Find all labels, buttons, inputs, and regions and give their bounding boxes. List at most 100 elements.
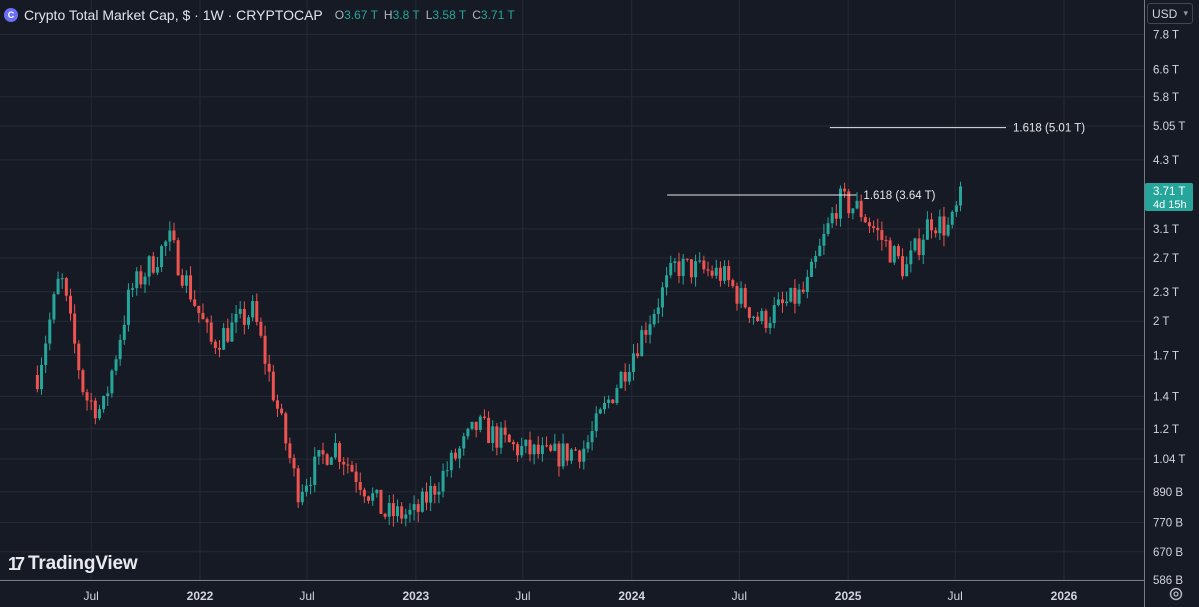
candle-body xyxy=(694,261,698,278)
last-price-value: 3.71 T xyxy=(1153,186,1185,198)
x-tick-label: Jul xyxy=(299,589,314,603)
candle-body xyxy=(346,464,350,466)
candle-body xyxy=(110,370,114,394)
candle-body xyxy=(147,256,151,277)
candle-body xyxy=(743,288,747,308)
candle-body xyxy=(242,308,246,325)
candle-body xyxy=(619,371,623,389)
candle-body xyxy=(275,400,279,409)
candle-body xyxy=(698,260,702,262)
candle-body xyxy=(383,513,387,517)
candle-body xyxy=(739,288,743,304)
candle-body xyxy=(424,491,428,503)
candle-body xyxy=(487,417,491,444)
candle-body xyxy=(441,470,445,492)
x-tick-label: Jul xyxy=(948,589,963,603)
candle-body xyxy=(673,261,677,263)
x-tick-label: Jul xyxy=(515,589,530,603)
candle-body xyxy=(909,250,913,265)
fibonacci-levels: 1.618 (3.64 T) 1.618 (5.01 T) xyxy=(667,123,1085,202)
candle-body xyxy=(238,308,242,314)
candle-body xyxy=(768,323,772,329)
candle-body xyxy=(118,339,122,360)
candle-body xyxy=(164,241,168,247)
candle-body xyxy=(660,287,664,308)
candle-body xyxy=(350,465,354,472)
candle-body xyxy=(851,208,855,214)
candle-body xyxy=(553,443,557,451)
candle-body xyxy=(466,428,470,437)
candle-body xyxy=(458,448,462,459)
y-tick-label: 586 B xyxy=(1153,575,1183,587)
candle-body xyxy=(528,439,532,455)
candle-body xyxy=(565,443,569,461)
candle-body xyxy=(342,461,346,465)
candle-body xyxy=(222,328,226,350)
candle-body xyxy=(296,468,300,503)
candle-body xyxy=(93,400,97,419)
candle-body xyxy=(938,216,942,234)
candle-body xyxy=(338,443,342,462)
candle-body xyxy=(362,489,366,497)
candle-body xyxy=(516,444,520,456)
low-label: L xyxy=(425,8,433,22)
candle-body xyxy=(205,319,209,323)
candle-body xyxy=(905,264,909,277)
candle-body xyxy=(652,313,656,325)
currency-selector[interactable]: USD ▾ xyxy=(1147,3,1193,24)
candle-body xyxy=(317,450,321,457)
candle-body xyxy=(135,271,139,289)
candle-body xyxy=(213,341,217,348)
candle-body xyxy=(160,246,164,268)
candle-body xyxy=(102,396,106,410)
candle-body xyxy=(942,216,946,236)
candle-body xyxy=(470,421,474,429)
candle-body xyxy=(594,413,598,432)
candle-body xyxy=(818,245,822,257)
candle-body xyxy=(627,371,631,382)
high-value: 3.8 T xyxy=(392,8,420,22)
candle-body xyxy=(611,399,615,404)
candle-body xyxy=(151,256,155,273)
candle-body xyxy=(280,408,284,414)
candle-body xyxy=(760,310,764,322)
candle-body xyxy=(131,288,135,290)
candle-body xyxy=(785,301,789,304)
candle-body xyxy=(412,504,416,510)
candle-body xyxy=(607,399,611,404)
candle-body xyxy=(201,312,205,320)
candle-body xyxy=(234,313,238,323)
tradingview-logo[interactable]: 17 TradingView xyxy=(8,552,138,576)
x-tick-label: 2024 xyxy=(618,589,645,603)
candle-body xyxy=(267,363,271,372)
candle-body xyxy=(884,239,888,241)
candle-body xyxy=(189,275,193,300)
candle-body xyxy=(246,317,250,325)
candle-body xyxy=(371,493,375,501)
candle-body xyxy=(892,246,896,263)
candle-body xyxy=(834,213,838,219)
candle-body xyxy=(752,316,756,318)
chevron-down-icon: ▾ xyxy=(1183,8,1188,18)
candle-body xyxy=(453,452,457,459)
candle-body xyxy=(313,456,317,485)
y-tick-label: 5.05 T xyxy=(1153,121,1185,133)
candle-body xyxy=(433,485,437,495)
candle-body xyxy=(532,444,536,455)
bar-countdown: 4d 15h xyxy=(1153,199,1187,211)
candle-body xyxy=(429,485,433,503)
candle-body xyxy=(930,219,934,231)
candle-body xyxy=(623,371,627,382)
gear-icon[interactable] xyxy=(1168,586,1184,602)
candle-body xyxy=(669,262,673,276)
x-tick-label: 2026 xyxy=(1051,589,1078,603)
candle-body xyxy=(735,286,739,304)
y-tick-label: 2.7 T xyxy=(1153,253,1179,265)
candle-body xyxy=(578,450,582,462)
candle-body xyxy=(48,319,52,344)
symbol-title[interactable]: Crypto Total Market Cap, $ · 1W · CRYPTO… xyxy=(24,7,323,23)
y-tick-label: 670 B xyxy=(1153,547,1183,559)
candle-body xyxy=(44,343,48,365)
